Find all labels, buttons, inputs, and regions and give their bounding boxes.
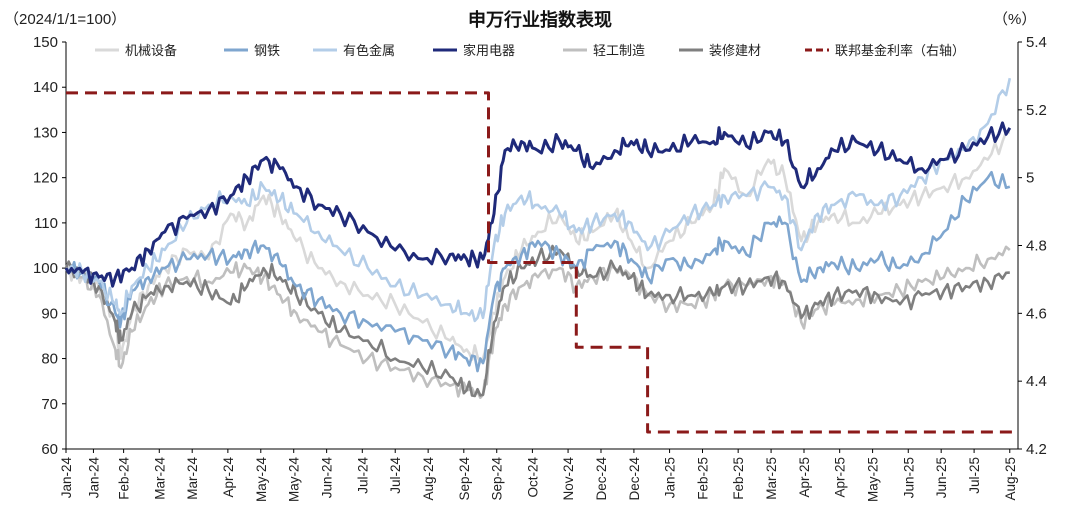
series-line-1 [64, 170, 1011, 373]
x-tick-label: Apr-24 [221, 457, 236, 498]
chart-title: 申万行业指数表现 [468, 9, 612, 31]
x-tick-label: Jan-24 [59, 457, 74, 499]
x-tick-label: May-25 [866, 457, 881, 502]
x-tick-label: Jan-24 [86, 457, 101, 499]
x-tick-label: Jul-24 [355, 457, 370, 494]
right-tick-label: 4.6 [1026, 305, 1047, 322]
x-tick-label: Feb-25 [731, 457, 746, 500]
x-tick-label: Jun-25 [934, 457, 949, 498]
right-tick-label: 4.2 [1026, 441, 1047, 458]
series-group [64, 77, 1018, 434]
right-tick-label: 4.8 [1026, 238, 1047, 255]
x-tick-label: Mar-24 [152, 457, 167, 500]
left-tick-label: 100 [33, 260, 58, 277]
left-tick-label: 130 [33, 124, 58, 141]
left-tick-label: 80 [41, 351, 58, 368]
left-tick-label: 60 [41, 441, 58, 458]
x-tick-label: Mar-24 [185, 457, 200, 500]
axes: 60 70 80 90 100 110 120 130 140 150 4.2 4.4 4.6 4.8 5 5… [33, 34, 1047, 502]
x-tick-label: Aug-24 [421, 457, 436, 501]
series-line-5 [64, 244, 1010, 398]
series-line-3 [64, 121, 1012, 288]
left-axis-unit-label: （2024/1/1=100） [4, 11, 126, 28]
x-tick-label: Oct-24 [525, 457, 540, 498]
x-tick-label: May-24 [287, 457, 302, 503]
x-tick-label: Jul-24 [388, 457, 403, 494]
legend-label-6: 联邦基金利率（右轴） [835, 43, 965, 59]
right-tick-label: 4.4 [1026, 373, 1047, 390]
x-tick-label: Jun-25 [901, 457, 916, 498]
x-tick-label: Feb-24 [117, 457, 132, 500]
legend-label-1: 钢铁 [254, 44, 280, 59]
legend-label-0: 机械设备 [125, 43, 177, 59]
left-tick-label: 120 [33, 170, 58, 187]
x-tick-label: Aug-25 [1003, 457, 1018, 501]
right-axis-unit-label: （%） [993, 11, 1036, 28]
x-tick-label: Sep-24 [457, 457, 472, 501]
x-tick-label: Jul-25 [967, 457, 982, 494]
right-tick-label: 5.4 [1026, 34, 1047, 51]
series-line-6 [66, 91, 1018, 434]
x-tick-label: Apr-25 [833, 457, 848, 498]
legend: 机械设备 钢铁 有色金属 家用电器 轻工制造 装修建材 联邦基金利率（右轴） [95, 43, 965, 59]
series-line-2 [65, 77, 1012, 323]
series-line-4 [64, 245, 1011, 399]
left-tick-label: 90 [41, 305, 58, 322]
x-tick-label: Dec-24 [627, 457, 642, 501]
left-tick-label: 110 [34, 215, 58, 232]
x-tick-label: Apr-25 [797, 457, 812, 498]
x-tick-label: Dec-24 [594, 457, 609, 501]
x-tick-label: Mar-25 [764, 457, 779, 500]
legend-label-5: 装修建材 [709, 44, 761, 59]
x-tick-label: Nov-24 [561, 457, 576, 501]
left-tick-label: 70 [41, 396, 58, 413]
right-tick-label: 5.2 [1026, 102, 1047, 119]
x-tick-label: Jan-25 [663, 457, 678, 498]
series-line-0 [65, 130, 1010, 364]
x-tick-label: Feb-25 [695, 457, 710, 500]
left-tick-label: 140 [33, 79, 58, 96]
legend-label-2: 有色金属 [343, 43, 395, 59]
legend-label-4: 轻工制造 [593, 44, 645, 59]
x-tick-label: Jun-24 [320, 457, 335, 499]
x-tick-label: May-24 [254, 457, 269, 503]
right-tick-label: 5 [1026, 170, 1034, 187]
legend-label-3: 家用电器 [463, 43, 515, 59]
x-tick-label: Sep-24 [490, 457, 505, 501]
left-tick-label: 150 [33, 34, 58, 51]
